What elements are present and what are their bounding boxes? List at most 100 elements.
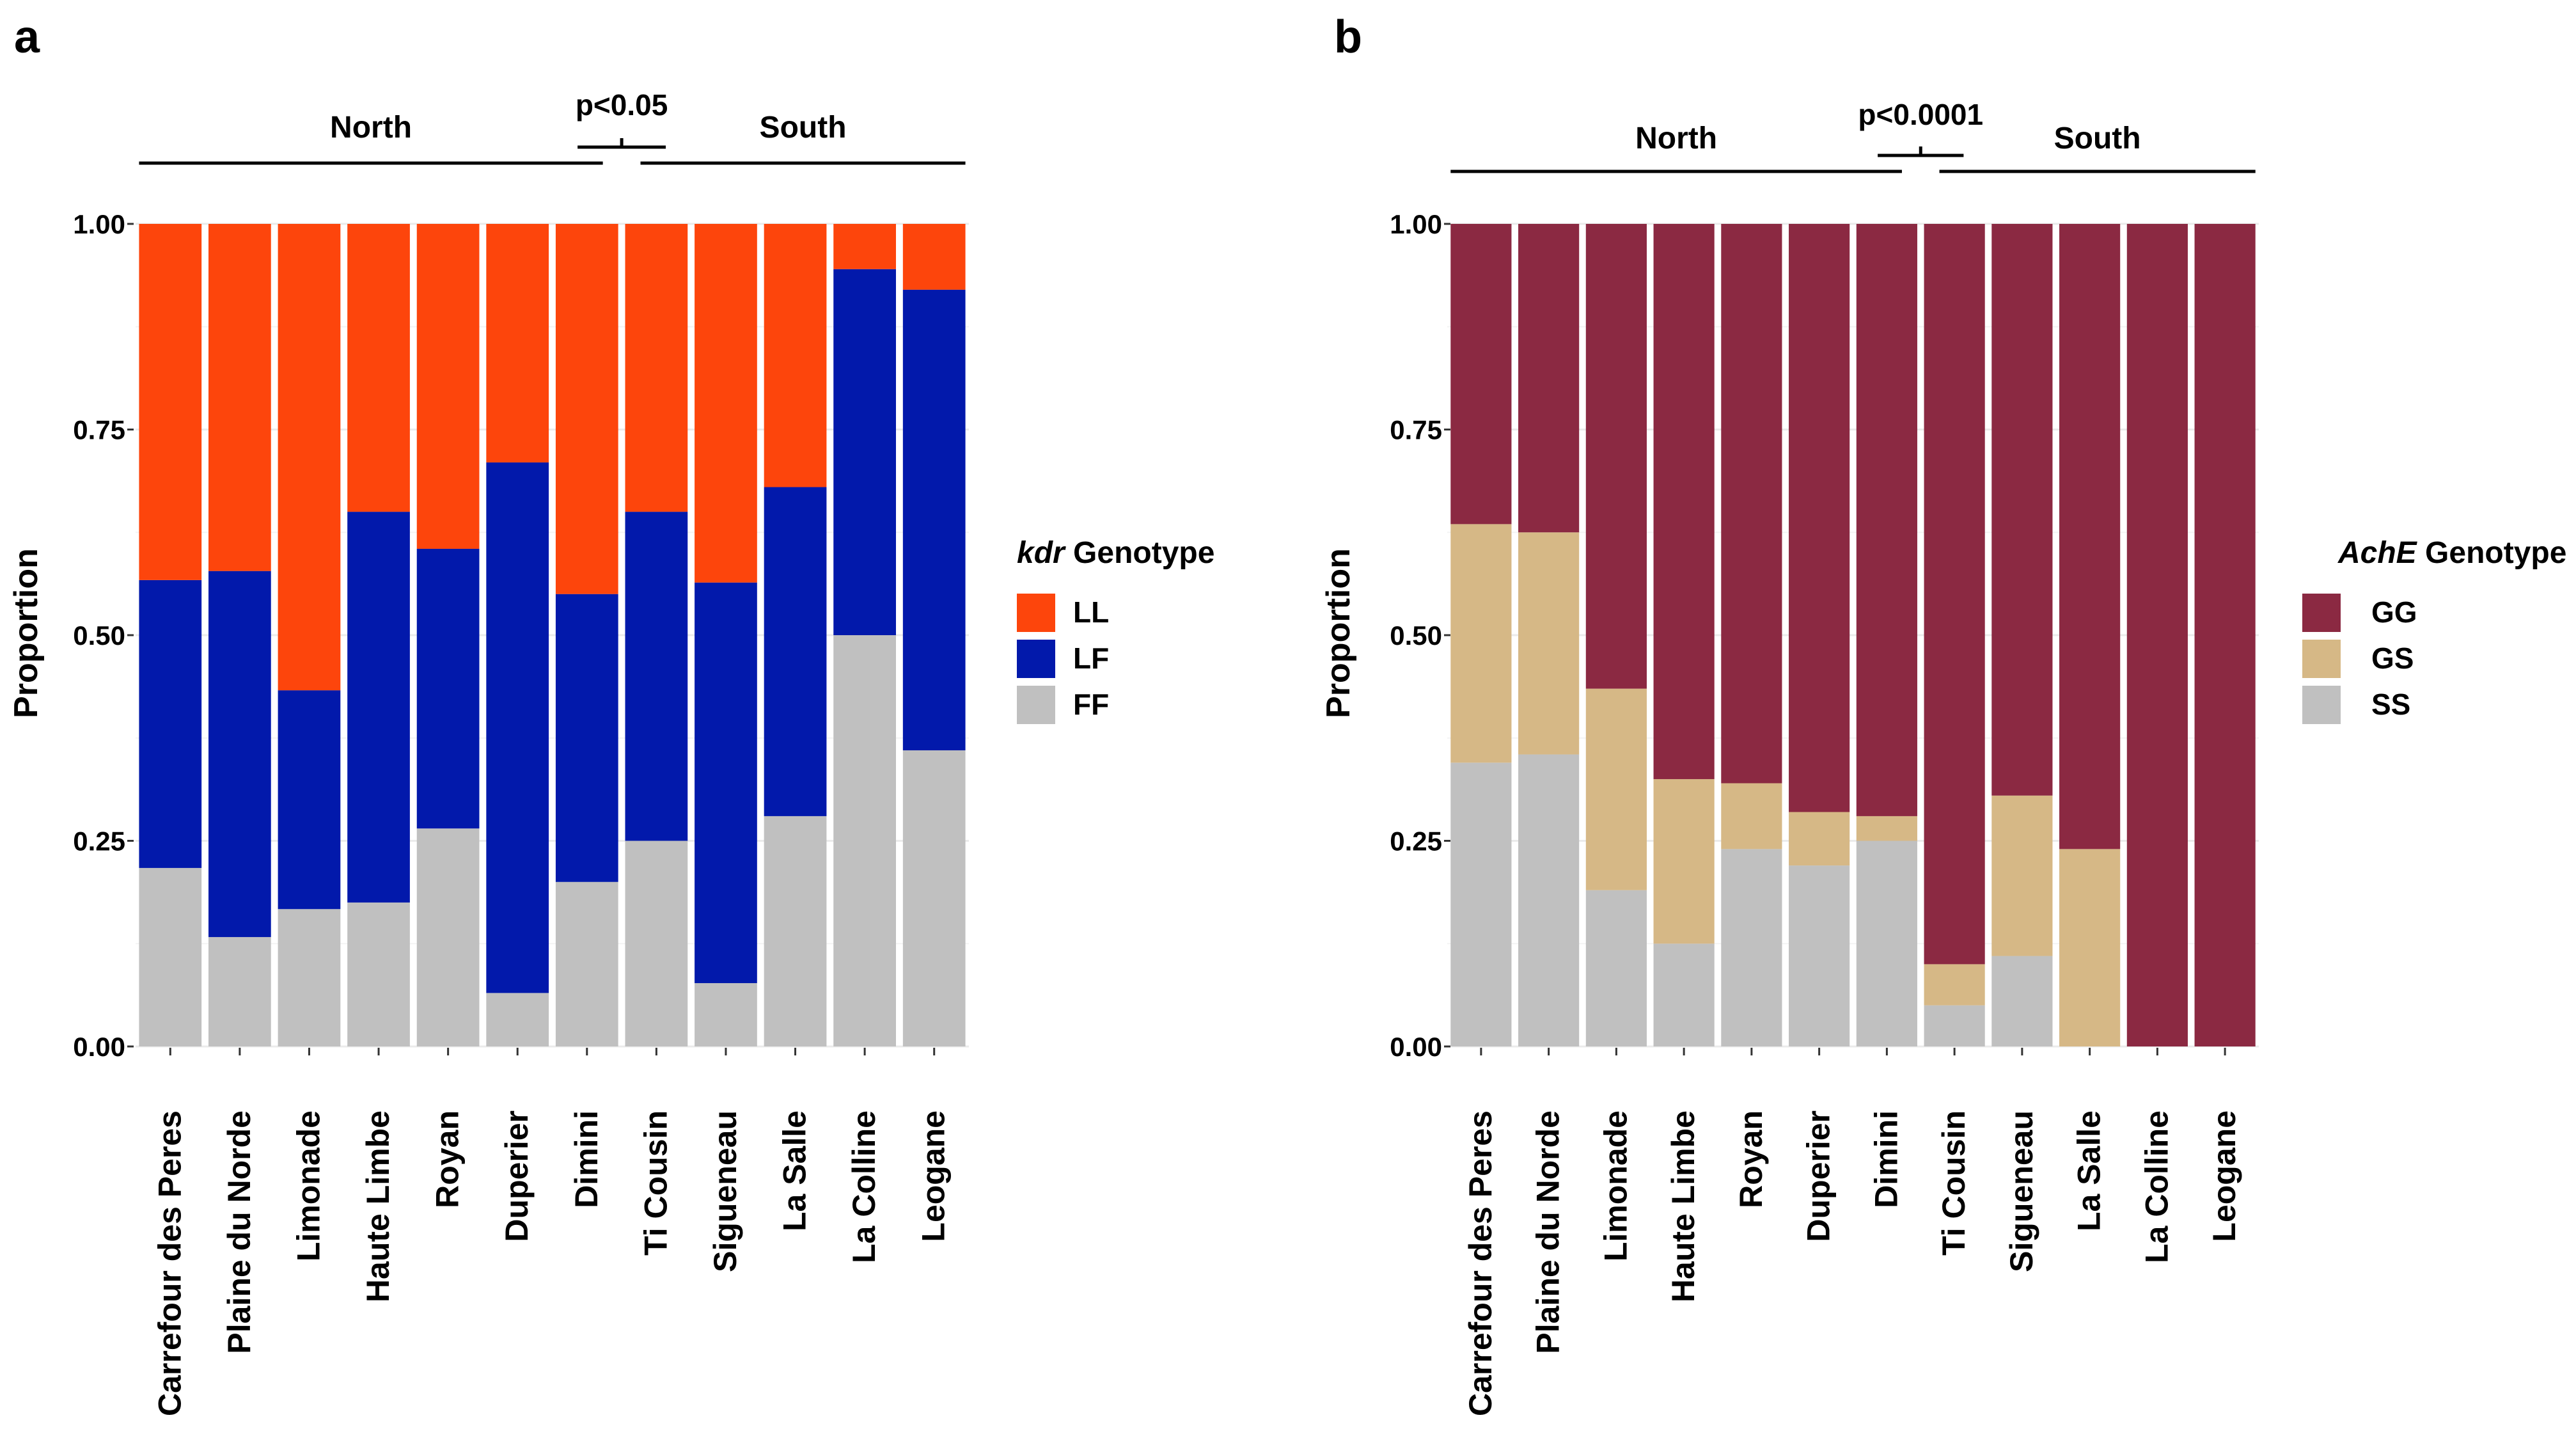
x-tick-label: Duperier — [499, 1110, 535, 1242]
bar-segment-lf — [208, 571, 271, 937]
bar-segment-ll — [555, 224, 618, 594]
legend-swatch-lf — [1017, 640, 1055, 678]
bar-segment-ff — [555, 881, 618, 1046]
legend-swatch-ss — [2302, 686, 2341, 724]
x-tick-label: Royan — [1733, 1110, 1769, 1208]
bar-segment-gs — [1721, 783, 1782, 849]
group-label-south: South — [2054, 122, 2141, 155]
x-tick-label: Dimini — [569, 1110, 604, 1208]
y-tick-label: 0.50 — [73, 620, 125, 651]
bar-segment-gg — [1924, 224, 1985, 965]
bar-segment-ff — [347, 902, 410, 1046]
panel-b: b 0.00 0.25 0.50 0.75 1.00 Proportion Carrefour… — [1320, 12, 2566, 1416]
bar-segment-lf — [486, 462, 549, 993]
bar-segment-ff — [139, 867, 202, 1046]
bar-segment-gs — [1450, 524, 1512, 763]
bar-segment-ll — [833, 224, 896, 269]
bar-segment-ff — [695, 982, 757, 1046]
legend-swatch-ll — [1017, 594, 1055, 632]
bar-segment-gs — [1924, 964, 1985, 1006]
bar-segment-gs — [1585, 688, 1647, 890]
bar-segment-gs — [1518, 532, 1580, 755]
y-axis-label: Proportion — [1320, 548, 1357, 718]
bar-segment-lf — [764, 487, 827, 816]
x-tick-label: La Colline — [846, 1110, 882, 1263]
legend-label-ff: FF — [1073, 688, 1109, 721]
bar-segment-ff — [416, 828, 480, 1046]
bar-segment-gg — [2059, 224, 2121, 849]
panel-label: a — [14, 12, 40, 63]
bar-segment-gg — [1789, 224, 1850, 812]
y-tick-label: 1.00 — [1390, 209, 1442, 239]
bar-segment-ss — [1585, 890, 1647, 1046]
panel-a: a 0.00 0.25 0.50 0.75 1.00 Proportion Carrefour… — [8, 12, 1214, 1416]
bar-segment-ff — [486, 993, 549, 1046]
x-tick-label: Leogane — [916, 1110, 952, 1242]
legend-swatch-ff — [1017, 686, 1055, 724]
bar-segment-gg — [2126, 224, 2188, 1046]
x-tick-label: Sigueneau — [707, 1110, 743, 1272]
bar-segment-ff — [278, 909, 341, 1046]
bar-segment-gg — [1450, 224, 1512, 525]
x-tick-label: La Colline — [2139, 1110, 2174, 1263]
x-tick-label: Ti Cousin — [638, 1110, 673, 1256]
bar-segment-ss — [1991, 956, 2053, 1046]
bars — [1450, 224, 2256, 1046]
group-label-south: South — [760, 111, 847, 145]
x-tick-label: La Salle — [2071, 1110, 2107, 1231]
x-tick-label: Carrefour des Peres — [152, 1110, 187, 1416]
legend: kdr Genotype LL LF FF — [1017, 536, 1214, 724]
y-axis: 0.00 0.25 0.50 0.75 1.00 — [1390, 209, 1450, 1062]
bar-segment-ll — [764, 224, 827, 487]
bar-segment-ll — [486, 224, 549, 462]
bar-segment-gg — [1721, 224, 1782, 784]
y-tick-label: 0.25 — [73, 826, 125, 856]
legend-title: kdr Genotype — [1017, 536, 1214, 570]
bar-segment-lf — [833, 269, 896, 636]
bar-segment-gs — [1991, 795, 2053, 956]
group-label-north: North — [330, 111, 412, 145]
bar-segment-gs — [1653, 779, 1715, 944]
bar-segment-gg — [1585, 224, 1647, 689]
bar-segment-lf — [416, 548, 480, 829]
legend-title-italic: AchE — [2337, 536, 2418, 570]
x-tick-label: Plaine du Norde — [1530, 1110, 1566, 1354]
y-tick-label: 0.00 — [1390, 1032, 1442, 1062]
legend-title: AchE Genotype — [2337, 536, 2566, 570]
bar-segment-ff — [764, 816, 827, 1046]
bar-segment-lf — [555, 594, 618, 882]
p-value-label: p<0.05 — [576, 88, 668, 122]
bar-segment-ll — [139, 224, 202, 580]
legend-label-gs: GS — [2371, 642, 2414, 675]
legend-label-lf: LF — [1073, 642, 1109, 675]
y-axis-label: Proportion — [8, 548, 45, 718]
y-tick-label: 0.00 — [73, 1032, 125, 1062]
bar-segment-lf — [278, 690, 341, 910]
bar-segment-lf — [625, 512, 688, 841]
gridlines — [1447, 223, 2259, 1048]
x-tick-label: Carrefour des Peres — [1463, 1110, 1498, 1416]
group-label-north: North — [1635, 122, 1717, 155]
y-tick-label: 0.25 — [1390, 826, 1442, 856]
bar-segment-ss — [1450, 762, 1512, 1046]
legend-label-ss: SS — [2371, 688, 2410, 721]
p-value-label: p<0.0001 — [1858, 98, 1983, 131]
bars — [139, 224, 966, 1046]
bar-segment-ll — [695, 224, 757, 583]
bar-segment-ll — [902, 224, 966, 290]
bar-segment-gg — [1518, 224, 1580, 533]
bar-segment-lf — [902, 289, 966, 751]
x-tick-label: Sigueneau — [2004, 1110, 2039, 1272]
bar-segment-lf — [695, 582, 757, 983]
bar-segment-gg — [1653, 224, 1715, 780]
bar-segment-ll — [625, 224, 688, 512]
bar-segment-ll — [208, 224, 271, 571]
legend-label-ll: LL — [1073, 596, 1109, 629]
bar-segment-ll — [278, 224, 341, 691]
bar-segment-ss — [1518, 754, 1580, 1046]
x-tick-label: Leogane — [2206, 1110, 2242, 1242]
bar-segment-gs — [1789, 812, 1850, 866]
bar-segment-lf — [139, 580, 202, 868]
bar-segment-ll — [347, 224, 410, 512]
